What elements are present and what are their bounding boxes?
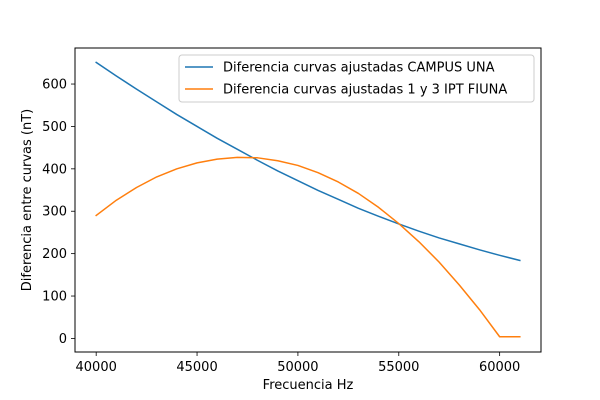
plot-frame	[74, 47, 542, 353]
x-axis: 40000 45000 50000 55000 60000	[76, 352, 520, 375]
x-tick-label: 45000	[176, 360, 217, 375]
x-axis-label: Frecuencia Hz	[263, 378, 354, 393]
y-tick-label: 600	[42, 78, 67, 93]
x-tick-label: 40000	[76, 360, 117, 375]
legend-box	[178, 54, 535, 103]
y-axis: 0 100 200 300 400 500 600	[42, 78, 75, 347]
series-layer	[95, 61, 521, 338]
y-axis-label: Diferencia entre curvas (nT)	[20, 109, 35, 292]
series-line-2	[95, 156, 521, 338]
y-tick-label: 200	[42, 247, 67, 262]
x-tick-label: 50000	[277, 360, 318, 375]
y-tick-label: 400	[42, 162, 67, 177]
legend-label-2: Diferencia curvas ajustadas 1 y 3 IPT FI…	[223, 83, 507, 98]
legend: Diferencia curvas ajustadas CAMPUS UNA Di…	[178, 54, 535, 103]
x-tick-label: 60000	[479, 360, 520, 375]
y-tick-label: 300	[42, 205, 67, 220]
y-tick-label: 500	[42, 120, 67, 135]
x-tick-label: 55000	[378, 360, 419, 375]
legend-label-1: Diferencia curvas ajustadas CAMPUS UNA	[223, 61, 495, 76]
y-tick-label: 0	[59, 332, 67, 347]
series-line-1	[95, 61, 521, 262]
y-tick-label: 100	[42, 290, 67, 305]
